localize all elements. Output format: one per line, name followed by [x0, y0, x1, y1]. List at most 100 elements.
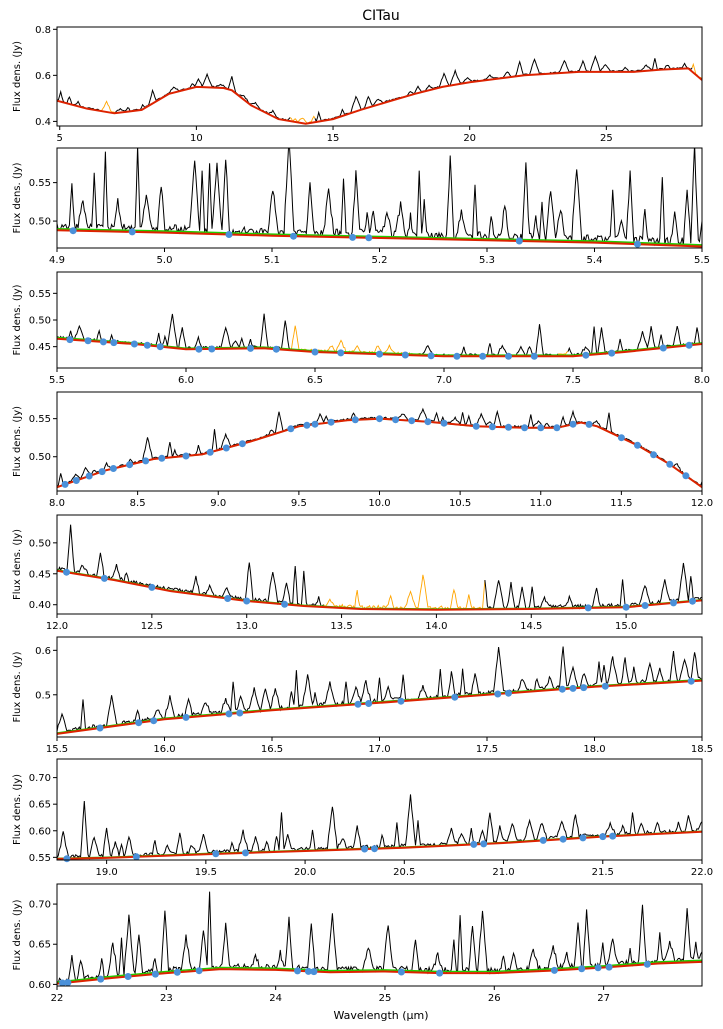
panel-6: 15.5 16.0 16.5 17.0 17.5 18.0 18.5 0.5 0.6 Flux d…: [12, 636, 713, 755]
continuum-point: [505, 352, 512, 360]
continuum-point: [224, 595, 232, 602]
spectrum-line: [57, 89, 100, 111]
x-tick-label: 20: [463, 133, 476, 144]
x-tick-label: 15.0: [615, 621, 637, 632]
x-tick-label: 16.0: [153, 744, 175, 755]
continuum-line: [57, 960, 702, 985]
y-tick-label: 0.55: [29, 178, 51, 189]
continuum-point: [365, 700, 373, 707]
continuum-point: [182, 452, 190, 460]
continuum-point: [158, 454, 166, 462]
continuum-point: [622, 603, 630, 611]
continuum-point: [361, 845, 369, 853]
x-tick-label: 8.5: [130, 498, 146, 509]
continuum-point: [304, 967, 312, 975]
continuum-point: [601, 682, 609, 690]
continuum-line: [57, 67, 702, 125]
continuum-point: [650, 451, 658, 459]
continuum-line: [57, 229, 702, 248]
spectrum-line: [484, 562, 702, 611]
continuum-point: [689, 597, 696, 605]
x-tick-label: 26: [488, 993, 501, 1004]
y-axis-label: Flux dens. (Jy): [12, 406, 23, 477]
continuum-line: [57, 679, 702, 735]
x-tick-label: 13.0: [236, 621, 258, 632]
continuum-point: [238, 440, 246, 448]
continuum-point: [236, 709, 244, 717]
y-tick-label: 0.45: [29, 569, 51, 580]
y-tick-label: 0.45: [29, 342, 51, 353]
continuum-point: [124, 973, 132, 980]
continuum-point: [659, 344, 667, 352]
x-tick-label: 9.0: [210, 498, 226, 509]
continuum-point: [247, 344, 254, 352]
x-tick-label: 10: [190, 133, 203, 144]
continuum-point: [505, 423, 512, 431]
x-tick-label: 12.0: [46, 621, 68, 632]
x-tick-label: 24: [269, 993, 282, 1004]
figure-title: CITau: [362, 8, 400, 24]
continuum-point: [98, 468, 106, 476]
x-tick-label: 5.1: [264, 255, 280, 266]
x-tick-label: 14.5: [520, 621, 542, 632]
spectrum-line: [57, 313, 291, 350]
continuum-point: [584, 604, 592, 612]
x-tick-label: 25: [379, 993, 392, 1004]
continuum-point: [537, 424, 545, 432]
continuum-point: [685, 341, 693, 349]
masked-spectrum-segment: [99, 100, 116, 114]
y-tick-label: 0.40: [29, 600, 51, 611]
x-tick-label: 7.5: [565, 375, 581, 386]
y-tick-label: 0.50: [29, 316, 51, 327]
continuum-point: [349, 233, 357, 241]
y-tick-label: 0.55: [29, 853, 51, 864]
continuum-point: [397, 697, 405, 705]
continuum-point: [643, 960, 651, 968]
continuum-point: [515, 237, 523, 245]
x-tick-label: 14.0: [425, 621, 447, 632]
continuum-point: [579, 834, 587, 842]
y-tick-label: 0.50: [29, 217, 51, 228]
continuum-point: [151, 970, 159, 978]
continuum-point: [666, 460, 674, 468]
continuum-point: [451, 693, 459, 701]
x-tick-label: 25: [600, 133, 613, 144]
continuum-point: [63, 568, 70, 576]
y-tick-label: 0.4: [35, 117, 51, 128]
continuum-point: [605, 963, 613, 971]
x-tick-label: 5: [57, 133, 63, 144]
x-tick-label: 10.0: [368, 498, 390, 509]
continuum-point: [354, 700, 362, 708]
plot-frame: [56, 514, 703, 615]
x-tick-label: 12.0: [691, 498, 713, 509]
panels: 5 10 15 20 25 0.4 0.6 0.8 Flux dens. (Jy) 4.9 5.0 5…: [12, 25, 713, 1004]
continuum-point: [206, 448, 214, 456]
x-tick-label: 6.0: [178, 375, 194, 386]
plot-frame: [56, 391, 703, 492]
continuum-point: [580, 684, 588, 692]
continuum-point: [59, 979, 66, 987]
masked-spectrum-segment: [558, 351, 569, 355]
continuum-point: [212, 850, 220, 858]
continuum-point: [436, 969, 444, 977]
y-axis-label: Flux dens. (Jy): [12, 284, 23, 355]
x-tick-label: 5.3: [479, 255, 495, 266]
fit-line: [57, 228, 702, 246]
continuum-point: [148, 583, 156, 591]
continuum-point: [530, 352, 538, 360]
continuum-point: [143, 341, 151, 349]
continuum-point: [365, 234, 373, 242]
continuum-point: [670, 599, 677, 607]
continuum-point: [578, 965, 586, 973]
continuum-point: [110, 339, 118, 347]
x-tick-label: 7.0: [436, 375, 452, 386]
continuum-point: [66, 336, 74, 344]
panel-2: 4.9 5.0 5.1 5.2 5.3 5.4 5.5 0.50 0.55 Flux dens. …: [12, 147, 710, 266]
y-axis-label: Flux dens. (Jy): [12, 899, 23, 970]
y-axis-label: Flux dens. (Jy): [12, 162, 23, 233]
continuum-point: [582, 351, 590, 359]
continuum-point: [182, 713, 190, 721]
continuum-point: [472, 422, 480, 430]
continuum-point: [453, 352, 461, 360]
panel-5: 12.0 12.5 13.0 13.5 14.0 14.5 15.0 0.40 0.45 0.50…: [12, 514, 703, 632]
